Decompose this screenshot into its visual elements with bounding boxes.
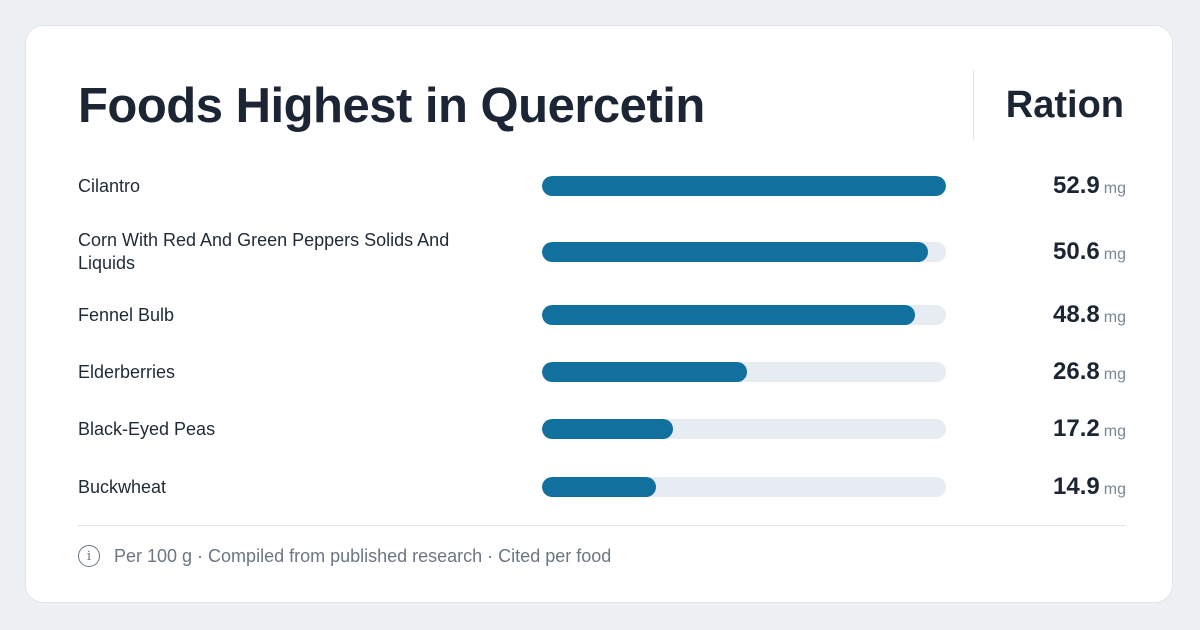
bar-label: Corn With Red And Green Peppers Solids A… <box>78 230 450 273</box>
table-row: Black-Eyed Peas 17.2 mg <box>78 404 1126 454</box>
bar <box>542 477 656 497</box>
table-row: Buckwheat 14.9 mg <box>78 462 1126 512</box>
bar <box>542 242 929 262</box>
bar-value: 52.9 mg <box>1053 172 1126 200</box>
value-number: 50.6 <box>1053 238 1100 265</box>
value-unit: mg <box>1103 180 1126 197</box>
bar-track <box>542 362 946 382</box>
bar <box>542 176 946 196</box>
bar-track <box>542 419 946 439</box>
bar-value: 48.8 mg <box>1053 301 1126 329</box>
table-row: Elderberries 26.8 mg <box>78 347 1126 397</box>
value-unit: mg <box>1103 309 1126 326</box>
bar-value: 26.8 mg <box>1053 358 1126 386</box>
chart-title: Foods Highest in Quercetin <box>78 79 705 133</box>
value-number: 48.8 <box>1053 301 1100 328</box>
footer-note: i Per 100 g · Compiled from published re… <box>78 545 611 567</box>
footer-divider <box>78 525 1126 526</box>
bar-track <box>542 305 946 325</box>
table-row: Corn With Red And Green Peppers Solids A… <box>78 227 1126 277</box>
bar-value: 17.2 mg <box>1053 415 1126 443</box>
value-unit: mg <box>1103 366 1126 383</box>
value-number: 17.2 <box>1053 415 1100 442</box>
value-unit: mg <box>1103 481 1126 498</box>
bar <box>542 362 747 382</box>
header-divider <box>973 70 974 140</box>
bar <box>542 419 674 439</box>
bar <box>542 305 915 325</box>
bar-label: Cilantro <box>78 175 141 196</box>
bar-value: 50.6 mg <box>1053 238 1126 266</box>
bar-track <box>542 242 946 262</box>
bar-label: Fennel Bulb <box>78 304 175 325</box>
bar-label: Elderberries <box>78 361 176 382</box>
bar-label: Buckwheat <box>78 476 167 497</box>
footer-text: Per 100 g · Compiled from published rese… <box>114 545 612 566</box>
bar-track <box>542 477 946 497</box>
bar-value: 14.9 mg <box>1053 473 1126 501</box>
value-number: 52.9 <box>1053 172 1100 199</box>
brand-logo[interactable]: Ration <box>1005 84 1124 126</box>
table-row: Cilantro 52.9 mg <box>78 161 1126 211</box>
value-unit: mg <box>1103 423 1126 440</box>
bar-label: Black-Eyed Peas <box>78 418 216 439</box>
chart-card: Foods Highest in Quercetin Ration Cilant… <box>25 25 1173 603</box>
value-number: 26.8 <box>1053 358 1100 385</box>
info-icon[interactable]: i <box>78 545 100 567</box>
table-row: Fennel Bulb 48.8 mg <box>78 290 1126 340</box>
value-unit: mg <box>1103 246 1126 263</box>
value-number: 14.9 <box>1053 473 1100 500</box>
bar-track <box>542 176 946 196</box>
